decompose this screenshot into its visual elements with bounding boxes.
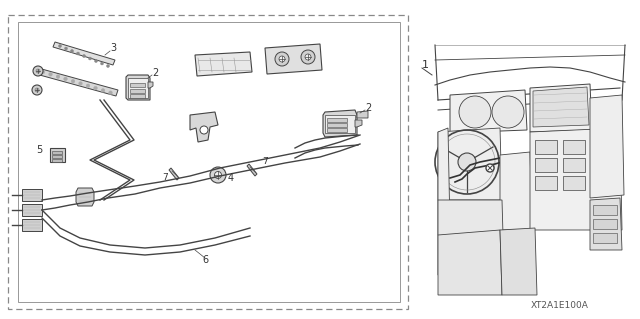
Polygon shape [190, 112, 218, 142]
Bar [593, 219, 617, 229]
Bar [130, 94, 145, 98]
Circle shape [35, 88, 39, 92]
Bar [563, 176, 585, 190]
Circle shape [86, 84, 90, 88]
Circle shape [79, 82, 83, 85]
Text: 5: 5 [36, 145, 42, 155]
Circle shape [36, 69, 40, 73]
Bar [327, 118, 347, 122]
Text: 1: 1 [422, 60, 429, 70]
Polygon shape [128, 78, 148, 98]
Circle shape [214, 172, 221, 179]
Polygon shape [438, 128, 450, 235]
Circle shape [56, 75, 60, 78]
Text: 2: 2 [365, 103, 371, 113]
Polygon shape [533, 87, 589, 127]
Text: 3: 3 [110, 43, 116, 53]
Polygon shape [50, 148, 65, 162]
Polygon shape [126, 75, 150, 100]
Polygon shape [530, 84, 592, 132]
Circle shape [458, 153, 476, 171]
Polygon shape [530, 128, 622, 230]
Circle shape [70, 49, 74, 53]
Bar [563, 158, 585, 172]
Polygon shape [323, 110, 357, 137]
Text: 2: 2 [152, 68, 158, 78]
Bar [535, 140, 557, 154]
Bar [593, 233, 617, 243]
Circle shape [77, 52, 79, 55]
Bar [130, 89, 145, 93]
Bar [52, 151, 62, 154]
Polygon shape [36, 68, 118, 96]
Circle shape [275, 52, 289, 66]
Polygon shape [22, 219, 42, 231]
Bar [8, 15, 408, 309]
Bar [535, 176, 557, 190]
Circle shape [486, 164, 494, 172]
Polygon shape [500, 152, 532, 230]
Circle shape [32, 85, 42, 95]
Bar [327, 128, 347, 132]
Circle shape [301, 50, 315, 64]
Circle shape [100, 62, 104, 65]
Text: 7: 7 [262, 158, 268, 167]
Circle shape [83, 55, 86, 57]
Circle shape [109, 91, 112, 94]
Polygon shape [325, 115, 355, 133]
Circle shape [65, 47, 67, 50]
Polygon shape [438, 230, 502, 295]
Circle shape [95, 60, 97, 63]
Circle shape [41, 70, 45, 74]
Text: XT2A1E100A: XT2A1E100A [531, 300, 589, 309]
Circle shape [71, 79, 75, 83]
Circle shape [101, 89, 105, 92]
Polygon shape [195, 52, 252, 76]
Text: 4: 4 [228, 173, 234, 183]
Polygon shape [53, 42, 115, 65]
Polygon shape [590, 95, 624, 198]
Bar [563, 140, 585, 154]
Polygon shape [438, 200, 504, 275]
Circle shape [459, 96, 491, 128]
Circle shape [93, 86, 97, 90]
Circle shape [106, 64, 109, 68]
Bar [327, 123, 347, 127]
Polygon shape [438, 128, 502, 200]
Circle shape [305, 54, 311, 60]
Polygon shape [22, 204, 42, 216]
Bar [18, 22, 400, 302]
Text: 6: 6 [202, 255, 208, 265]
Polygon shape [148, 82, 153, 88]
Bar [52, 155, 62, 158]
Circle shape [33, 66, 43, 76]
Bar [130, 83, 145, 87]
Circle shape [49, 72, 52, 76]
Polygon shape [590, 198, 622, 250]
Polygon shape [357, 111, 368, 118]
Polygon shape [265, 44, 322, 74]
Polygon shape [500, 228, 537, 295]
Bar [52, 159, 62, 162]
Circle shape [58, 44, 61, 48]
Polygon shape [22, 189, 42, 201]
Polygon shape [355, 120, 362, 127]
Circle shape [492, 96, 524, 128]
Circle shape [279, 56, 285, 62]
Circle shape [200, 126, 208, 134]
Text: 7: 7 [162, 174, 168, 182]
Polygon shape [450, 90, 527, 133]
Polygon shape [76, 188, 94, 206]
Bar [535, 158, 557, 172]
Polygon shape [169, 168, 179, 180]
Circle shape [88, 57, 92, 60]
Circle shape [210, 167, 226, 183]
Polygon shape [247, 164, 257, 176]
Bar [593, 205, 617, 215]
Circle shape [64, 77, 67, 81]
